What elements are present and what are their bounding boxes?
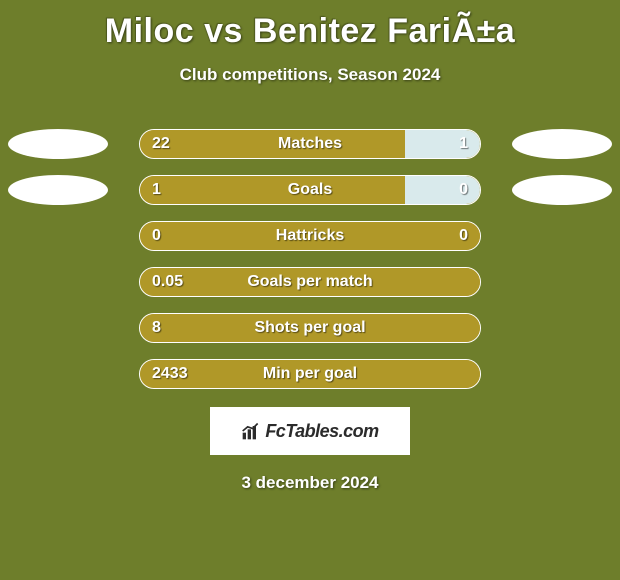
subtitle: Club competitions, Season 2024 — [0, 65, 620, 85]
stat-label: Min per goal — [263, 365, 357, 383]
stat-label: Hattricks — [276, 227, 344, 245]
logo: FcTables.com — [241, 421, 378, 442]
stat-value-right: 0 — [459, 181, 468, 199]
stat-value-left: 0 — [152, 227, 161, 245]
bar-segment-left — [140, 176, 405, 204]
stat-value-right: 0 — [459, 227, 468, 245]
stat-bar: 2433 Min per goal — [139, 359, 481, 389]
stat-bar: 0.05 Goals per match — [139, 267, 481, 297]
stat-row: 0.05 Goals per match — [0, 267, 620, 297]
player-avatar-left — [8, 175, 108, 205]
stat-row: 22 1 Matches — [0, 129, 620, 159]
stat-value-left: 1 — [152, 181, 161, 199]
stat-row: 8 Shots per goal — [0, 313, 620, 343]
stat-row: 1 0 Goals — [0, 175, 620, 205]
stat-label: Goals per match — [247, 273, 372, 291]
player-avatar-right — [512, 129, 612, 159]
stat-value-left: 0.05 — [152, 273, 183, 291]
stat-label: Goals — [288, 181, 332, 199]
date-label: 3 december 2024 — [0, 473, 620, 493]
stat-bar: 1 0 Goals — [139, 175, 481, 205]
stat-value-right: 1 — [459, 135, 468, 153]
stat-bar: 8 Shots per goal — [139, 313, 481, 343]
stat-value-left: 22 — [152, 135, 170, 153]
bar-chart-icon — [241, 421, 261, 441]
stats-container: 22 1 Matches 1 0 Goals 0 0 Hattricks 0.05 Goals pe… — [0, 129, 620, 389]
bar-segment-right — [405, 130, 480, 158]
stat-bar: 0 0 Hattricks — [139, 221, 481, 251]
logo-text: FcTables.com — [265, 421, 378, 442]
stat-value-left: 2433 — [152, 365, 188, 383]
page-title: Miloc vs Benitez FariÃ±a — [0, 0, 620, 51]
logo-box: FcTables.com — [210, 407, 410, 455]
stat-bar: 22 1 Matches — [139, 129, 481, 159]
player-avatar-right — [512, 175, 612, 205]
stat-row: 2433 Min per goal — [0, 359, 620, 389]
stat-value-left: 8 — [152, 319, 161, 337]
bar-segment-left — [140, 130, 405, 158]
stat-label: Matches — [278, 135, 342, 153]
bar-segment-right — [405, 176, 480, 204]
stat-row: 0 0 Hattricks — [0, 221, 620, 251]
stat-label: Shots per goal — [254, 319, 365, 337]
player-avatar-left — [8, 129, 108, 159]
